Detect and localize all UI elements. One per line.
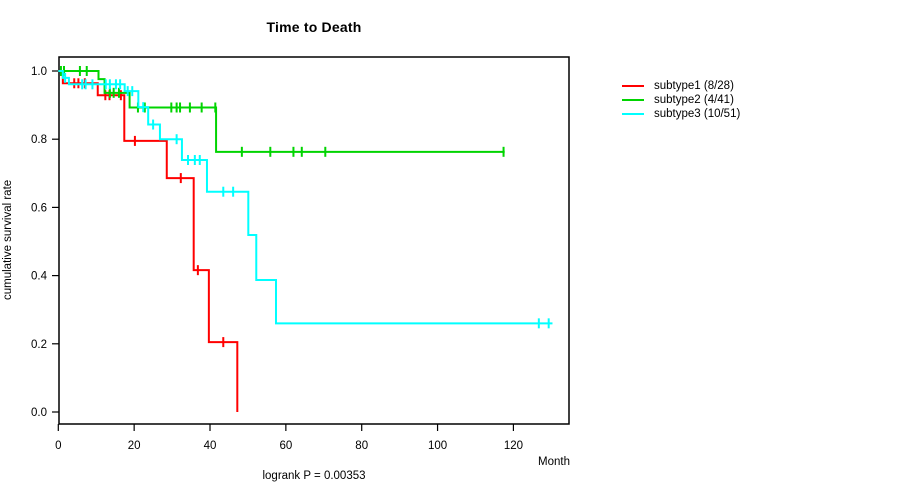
y-axis-tick-label: 0.2	[31, 339, 47, 351]
x-axis-tick-label: 100	[428, 440, 447, 452]
y-axis-tick-label: 0.6	[31, 202, 47, 214]
x-axis-tick-label: 40	[204, 440, 217, 452]
x-axis-tick-label: 20	[128, 440, 141, 452]
legend: subtype1 (8/28) subtype2 (4/41) subtype3…	[622, 79, 740, 121]
legend-row: subtype2 (4/41)	[622, 93, 740, 107]
y-axis-title: cumulative survival rate	[2, 179, 14, 301]
chart-title: Time to Death	[266, 19, 362, 35]
logrank-p-annotation: logrank P = 0.00353	[262, 470, 366, 482]
legend-row: subtype3 (10/51)	[622, 107, 740, 121]
km-curve	[58, 70, 553, 325]
x-axis-unit-label: Month	[538, 456, 570, 468]
x-axis-tick-label: 120	[504, 440, 523, 452]
legend-row: subtype1 (8/28)	[622, 79, 740, 93]
legend-line-swatch-subtype3	[622, 113, 644, 115]
y-axis-tick-label: 1.0	[31, 66, 47, 78]
plot-box	[58, 56, 570, 425]
y-axis-tick-label: 0.4	[31, 271, 48, 283]
y-axis-tick-label: 0.8	[31, 134, 47, 146]
x-axis-tick-label: 60	[279, 440, 292, 452]
legend-label: subtype2 (4/41)	[654, 94, 734, 106]
km-curve	[58, 70, 505, 153]
legend-label: subtype1 (8/28)	[654, 80, 734, 92]
legend-line-swatch-subtype2	[622, 99, 644, 101]
x-axis-tick-label: 0	[55, 440, 61, 452]
legend-line-swatch-subtype1	[622, 85, 644, 87]
y-axis-tick-label: 0.0	[31, 407, 47, 419]
legend-label: subtype3 (10/51)	[654, 108, 741, 120]
x-axis-tick-label: 80	[355, 440, 368, 452]
